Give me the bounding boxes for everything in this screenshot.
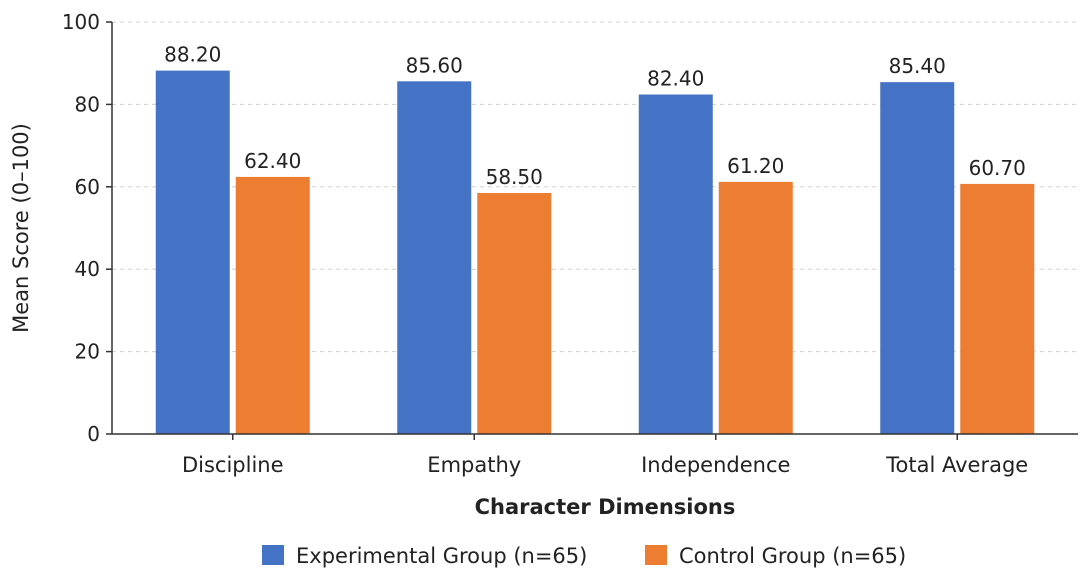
data-label: 82.40 xyxy=(647,67,704,91)
x-tick-label: Discipline xyxy=(182,453,284,477)
legend-swatch xyxy=(645,545,667,565)
bar-experimental xyxy=(638,94,713,435)
data-label: 62.40 xyxy=(244,149,301,173)
y-tick-label: 0 xyxy=(87,422,100,446)
data-label: 88.20 xyxy=(164,43,221,67)
y-tick-label: 80 xyxy=(75,92,100,116)
legend-label: Experimental Group (n=65) xyxy=(296,544,587,568)
bar-experimental xyxy=(880,82,955,434)
bar-control xyxy=(960,183,1035,434)
bars xyxy=(155,70,1035,435)
data-label: 60.70 xyxy=(969,156,1026,180)
bar-control xyxy=(718,181,793,434)
x-tick-label: Total Average xyxy=(885,453,1028,477)
y-axis-title: Mean Score (0–100) xyxy=(9,123,33,333)
data-label: 58.50 xyxy=(486,165,543,189)
y-tick-label: 40 xyxy=(75,257,100,281)
legend-label: Control Group (n=65) xyxy=(679,544,906,568)
bar-control xyxy=(477,192,552,434)
x-axis-title: Character Dimensions xyxy=(475,495,736,519)
data-label: 85.60 xyxy=(406,53,463,77)
y-tick-label: 60 xyxy=(75,175,100,199)
data-label: 61.20 xyxy=(727,154,784,178)
bar-experimental xyxy=(397,81,472,434)
legend-swatch xyxy=(262,545,284,565)
bar-experimental xyxy=(155,70,230,434)
axis-ticks: 0 20 40 60 80 100 Discipline Empathy Independenc… xyxy=(62,10,1028,477)
axes xyxy=(111,22,1078,435)
data-labels: 88.20 62.40 85.60 58.50 82.40 61.20 85.40 60.70 xyxy=(164,43,1026,189)
y-tick-label: 100 xyxy=(62,10,100,34)
x-tick-label: Independence xyxy=(641,453,790,477)
x-tick-label: Empathy xyxy=(427,453,521,477)
bar-control xyxy=(235,176,310,435)
data-label: 85.40 xyxy=(889,54,946,78)
y-tick-label: 20 xyxy=(75,340,100,364)
legend: Experimental Group (n=65) Control Group (… xyxy=(262,544,906,568)
